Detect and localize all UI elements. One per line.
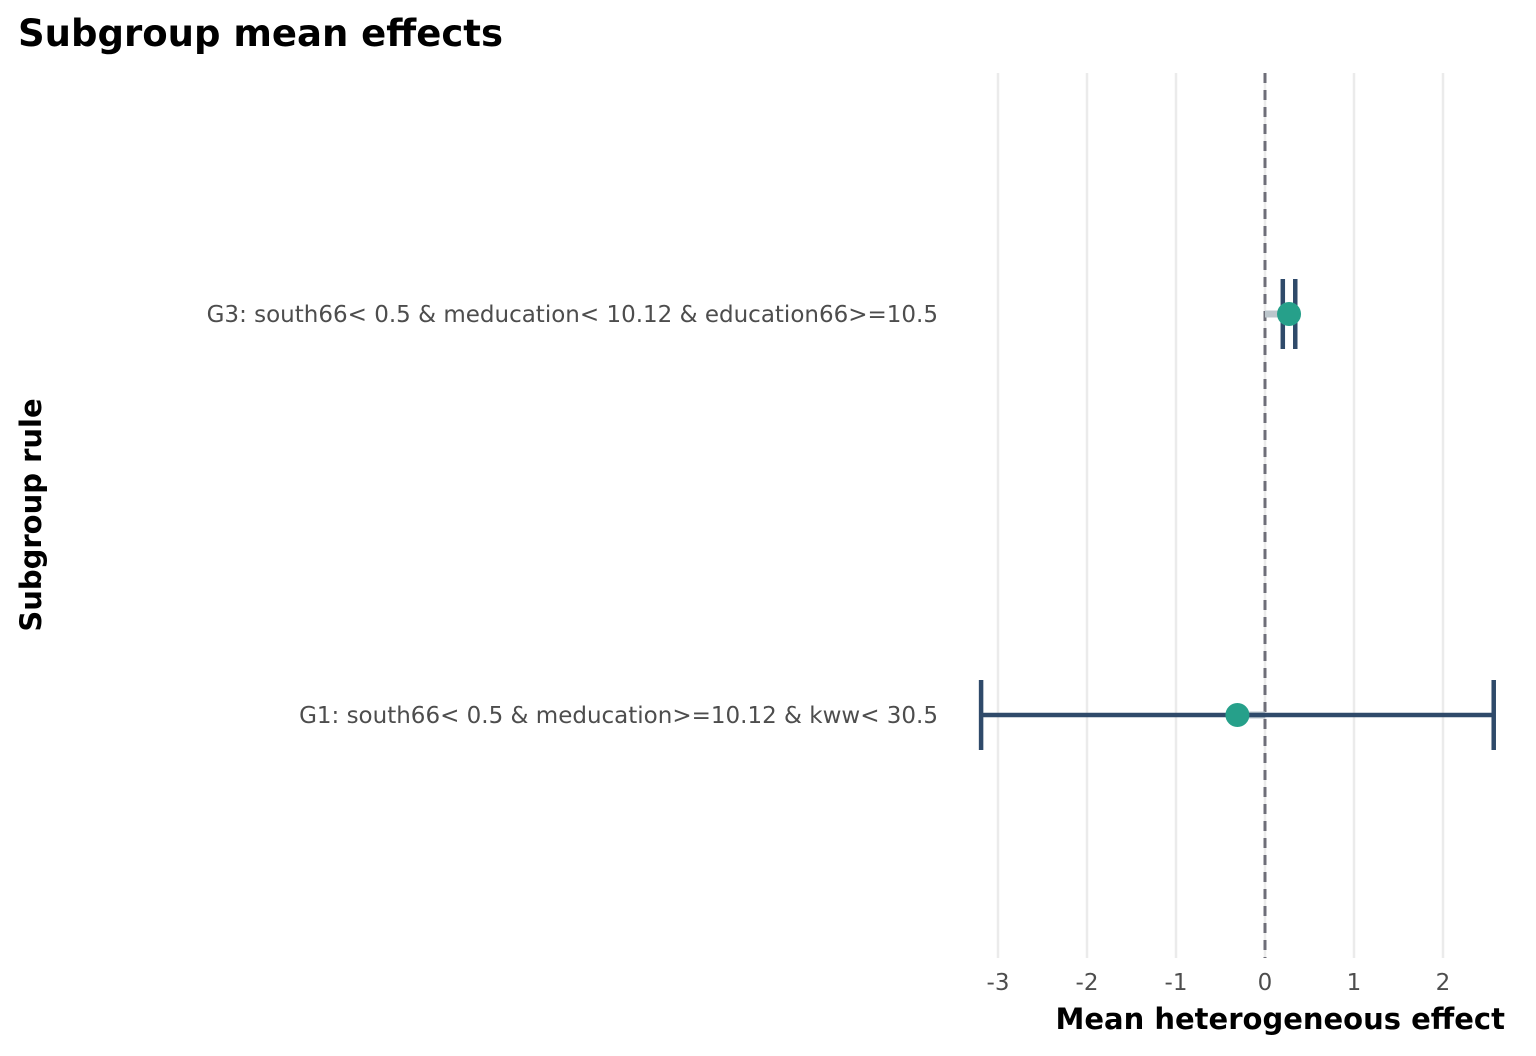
estimate-point [1225,703,1250,727]
x-tick-label: -1 [1165,970,1188,996]
x-tick-label: 1 [1347,970,1362,996]
x-tick-label: 2 [1436,970,1451,996]
x-tick-label: -2 [1076,970,1099,996]
estimate-point [1277,302,1302,326]
y-category-label: G3: south66< 0.5 & meducation< 10.12 & e… [207,302,938,328]
x-axis-label: Mean heterogeneous effect [1055,1002,1505,1036]
y-category-label: G1: south66< 0.5 & meducation>=10.12 & k… [299,703,938,729]
chart-title: Subgroup mean effects [18,12,503,55]
y-axis-label: Subgroup rule [14,398,48,632]
x-tick-label: 0 [1258,970,1273,996]
x-tick-label: -3 [987,970,1010,996]
